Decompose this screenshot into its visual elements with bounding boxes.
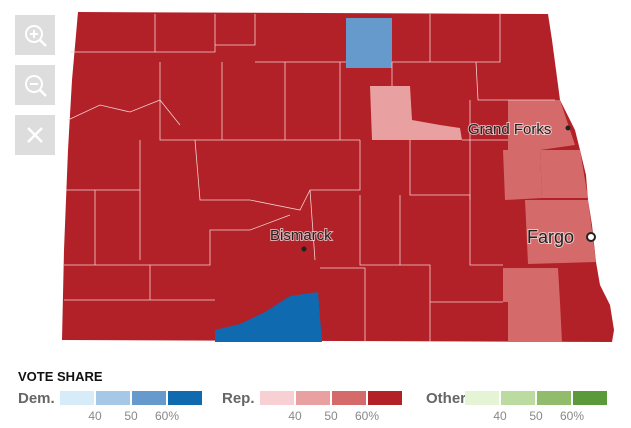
legend-swatch bbox=[260, 391, 294, 405]
city-label: Grand Forks bbox=[468, 121, 551, 138]
legend-swatch bbox=[332, 391, 366, 405]
legend-tick: 60% bbox=[355, 409, 379, 423]
legend-swatch bbox=[132, 391, 166, 405]
city-marker bbox=[301, 246, 307, 252]
reset-button[interactable] bbox=[15, 115, 55, 155]
county bbox=[508, 302, 562, 342]
county bbox=[503, 150, 542, 200]
county-lines bbox=[64, 14, 555, 342]
zoom-out-icon bbox=[25, 75, 47, 97]
legend-swatch bbox=[465, 391, 499, 405]
city-marker bbox=[565, 125, 571, 131]
legend-swatch bbox=[96, 391, 130, 405]
legend-tick: 40 bbox=[88, 409, 102, 423]
legend: Dem. 40 50 60% Rep. 40 50 60% Other 40 50 60% bbox=[18, 390, 607, 423]
county-line bbox=[64, 195, 503, 342]
legend-tick: 60% bbox=[155, 409, 179, 423]
state bbox=[62, 12, 614, 342]
legend-label: Other bbox=[426, 390, 466, 407]
county-line bbox=[67, 62, 508, 200]
county bbox=[503, 268, 560, 302]
zoom-in-icon bbox=[25, 25, 47, 47]
county-dem bbox=[346, 18, 392, 68]
county-dem-strong bbox=[215, 292, 322, 342]
legend-swatch bbox=[168, 391, 202, 405]
legend-tick: 40 bbox=[493, 409, 507, 423]
legend-tick: 50 bbox=[324, 409, 338, 423]
legend-swatch bbox=[573, 391, 607, 405]
city-label: Bismarck bbox=[270, 227, 332, 244]
legend-swatch bbox=[296, 391, 330, 405]
legend-label: Dem. bbox=[18, 390, 55, 407]
city-label: Fargo bbox=[527, 227, 574, 247]
city-marker bbox=[586, 232, 596, 242]
legend-swatch bbox=[60, 391, 94, 405]
county-line bbox=[70, 14, 555, 101]
legend-tick: 50 bbox=[529, 409, 543, 423]
zoom-in-button[interactable] bbox=[15, 15, 55, 55]
legend-title: VOTE SHARE bbox=[18, 369, 103, 384]
legend-swatch bbox=[537, 391, 571, 405]
zoom-out-button[interactable] bbox=[15, 65, 55, 105]
reset-icon bbox=[27, 127, 43, 143]
legend-tick: 40 bbox=[288, 409, 302, 423]
county bbox=[540, 150, 588, 198]
counties-rep-medium bbox=[503, 100, 596, 342]
county-rep-light bbox=[370, 86, 462, 140]
county bbox=[525, 200, 596, 264]
legend-tick: 50 bbox=[124, 409, 138, 423]
county bbox=[508, 100, 575, 150]
legend-label: Rep. bbox=[222, 390, 255, 407]
legend-tick: 60% bbox=[560, 409, 584, 423]
county-line bbox=[66, 139, 470, 265]
legend-swatch bbox=[501, 391, 535, 405]
legend-swatch bbox=[368, 391, 402, 405]
